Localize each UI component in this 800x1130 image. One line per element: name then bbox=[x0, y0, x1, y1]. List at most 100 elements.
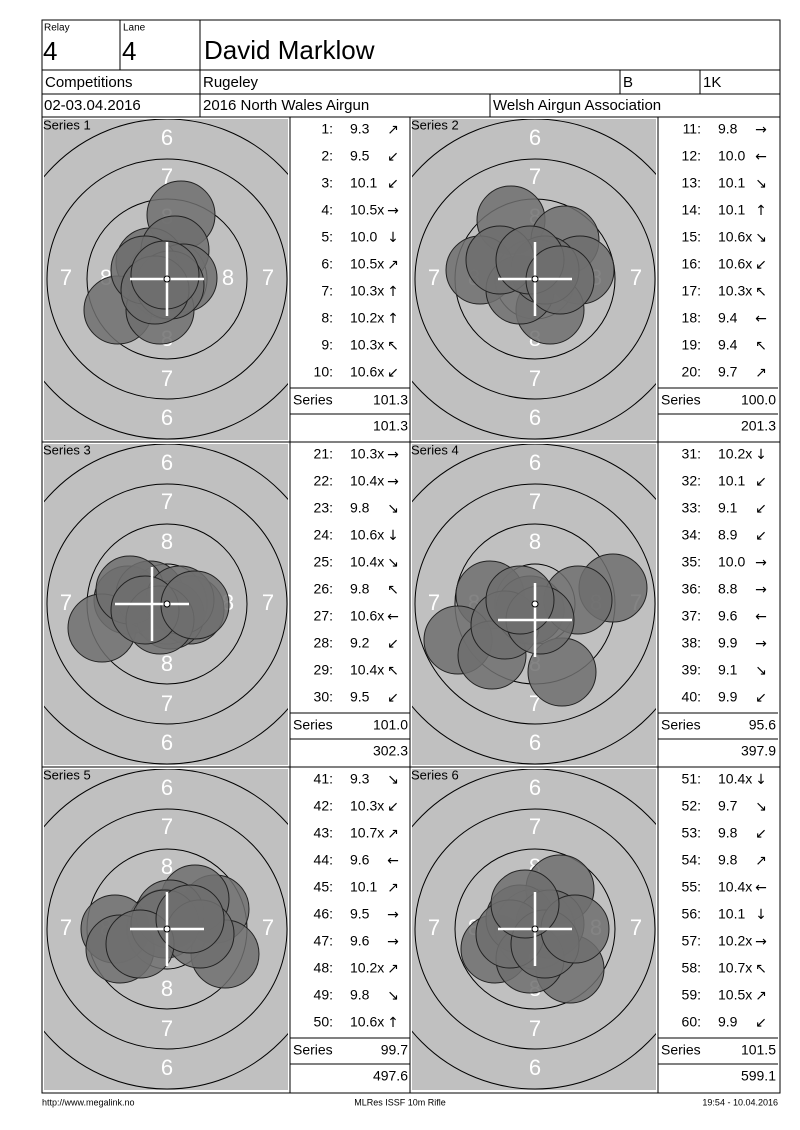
shot-number: 37: bbox=[682, 608, 701, 624]
ring-label: 6 bbox=[529, 450, 541, 475]
shot-number: 22: bbox=[314, 473, 333, 489]
shot-direction: ← bbox=[755, 609, 767, 625]
target-center bbox=[163, 925, 171, 933]
ring-label: 7 bbox=[60, 590, 72, 615]
shot-direction: ↘ bbox=[755, 663, 767, 679]
shot-number: 58: bbox=[682, 960, 701, 976]
ring-label: 8 bbox=[161, 854, 173, 879]
shot-number: 4: bbox=[321, 202, 333, 218]
shot-score: 10.1 bbox=[350, 175, 377, 191]
shot-number: 45: bbox=[314, 879, 333, 895]
shot-number: 28: bbox=[314, 635, 333, 651]
footer-program: MLRes ISSF 10m Rifle bbox=[354, 1097, 446, 1107]
series-title: Series 5 bbox=[43, 767, 91, 782]
shot-score: 10.6x bbox=[350, 527, 384, 543]
shot-score: 10.0 bbox=[718, 554, 745, 570]
series-total-label: Series bbox=[293, 717, 333, 733]
ring-label: 8 bbox=[161, 529, 173, 554]
shot-direction: → bbox=[755, 636, 767, 652]
ring-label: 6 bbox=[529, 125, 541, 150]
series-total: 100.0 bbox=[741, 392, 776, 408]
shot-number: 51: bbox=[682, 771, 701, 787]
shot-number: 33: bbox=[682, 500, 701, 516]
shot-direction: ↓ bbox=[755, 772, 767, 788]
shot-number: 23: bbox=[314, 500, 333, 516]
series-total-label: Series bbox=[661, 717, 701, 733]
ring-label: 6 bbox=[161, 775, 173, 800]
target: 6677778888 bbox=[44, 119, 288, 440]
shot-number: 25: bbox=[314, 554, 333, 570]
lane-label: Lane bbox=[123, 23, 146, 34]
target-ring bbox=[46, 158, 288, 400]
shot-direction: ↑ bbox=[387, 311, 399, 327]
shot-number: 53: bbox=[682, 825, 701, 841]
cumulative-total: 101.3 bbox=[373, 418, 408, 434]
shot-direction: ↑ bbox=[755, 203, 767, 219]
cumulative-total: 599.1 bbox=[741, 1068, 776, 1084]
shot-number: 26: bbox=[314, 581, 333, 597]
ring-label: 7 bbox=[60, 915, 72, 940]
shot-number: 56: bbox=[682, 906, 701, 922]
shot-number: 2: bbox=[321, 148, 333, 164]
shot-direction: ↙ bbox=[387, 149, 399, 165]
shot-direction: ↙ bbox=[387, 176, 399, 192]
target-center bbox=[163, 275, 171, 283]
target-ring bbox=[46, 483, 288, 725]
relay: 4 bbox=[43, 36, 57, 66]
ring-label: 6 bbox=[161, 450, 173, 475]
shot-number: 20: bbox=[682, 364, 701, 380]
shot-direction: → bbox=[387, 934, 399, 950]
shot-score: 10.2x bbox=[350, 310, 384, 326]
ring-label: 7 bbox=[529, 814, 541, 839]
ring-label: 7 bbox=[529, 691, 541, 716]
shot-direction: ↙ bbox=[387, 636, 399, 652]
target-ring bbox=[44, 119, 288, 440]
organizer: Welsh Airgun Association bbox=[493, 97, 661, 114]
target-ring bbox=[414, 158, 656, 400]
shot-number: 49: bbox=[314, 987, 333, 1003]
shot-direction: ↗ bbox=[387, 826, 399, 842]
venue: Rugeley bbox=[203, 74, 259, 91]
target-ring bbox=[44, 769, 288, 1090]
shot-direction: ↖ bbox=[755, 284, 767, 300]
shot-score: 10.3x bbox=[350, 283, 384, 299]
ring-label: 7 bbox=[529, 1016, 541, 1041]
shot-number: 36: bbox=[682, 581, 701, 597]
series-total-label: Series bbox=[661, 392, 701, 408]
shot-score: 10.4x bbox=[350, 662, 384, 678]
shot-number: 16: bbox=[682, 256, 701, 272]
shot-direction: ↘ bbox=[755, 230, 767, 246]
shot-number: 52: bbox=[682, 798, 701, 814]
ring-label: 7 bbox=[428, 915, 440, 940]
target-ring bbox=[46, 808, 288, 1050]
shot-direction: ↘ bbox=[387, 501, 399, 517]
shot-direction: ↘ bbox=[755, 799, 767, 815]
shot-hole bbox=[490, 869, 560, 939]
ring-label: 7 bbox=[161, 366, 173, 391]
shot-score: 10.6x bbox=[350, 364, 384, 380]
series-total: 99.7 bbox=[381, 1042, 408, 1058]
date: 02-03.04.2016 bbox=[44, 97, 141, 114]
ring-label: 7 bbox=[161, 691, 173, 716]
shot-direction: ↘ bbox=[387, 772, 399, 788]
shot-score: 8.9 bbox=[718, 527, 738, 543]
shot-direction: ↙ bbox=[387, 799, 399, 815]
shot-number: 50: bbox=[314, 1014, 333, 1030]
shot-score: 10.6x bbox=[350, 1014, 384, 1030]
shot-direction: ← bbox=[755, 149, 767, 165]
shot-number: 18: bbox=[682, 310, 701, 326]
shot-score: 9.3 bbox=[350, 771, 370, 787]
shot-direction: → bbox=[387, 447, 399, 463]
ring-label: 7 bbox=[161, 814, 173, 839]
shot-score: 9.9 bbox=[718, 635, 738, 651]
shot-score: 10.1 bbox=[718, 473, 745, 489]
shot-number: 44: bbox=[314, 852, 333, 868]
shot-number: 35: bbox=[682, 554, 701, 570]
shot-score: 10.0 bbox=[350, 229, 377, 245]
shot-direction: ↙ bbox=[755, 474, 767, 490]
shot-number: 30: bbox=[314, 689, 333, 705]
shot-number: 17: bbox=[682, 283, 701, 299]
shot-number: 29: bbox=[314, 662, 333, 678]
shot-direction: ↗ bbox=[387, 122, 399, 138]
